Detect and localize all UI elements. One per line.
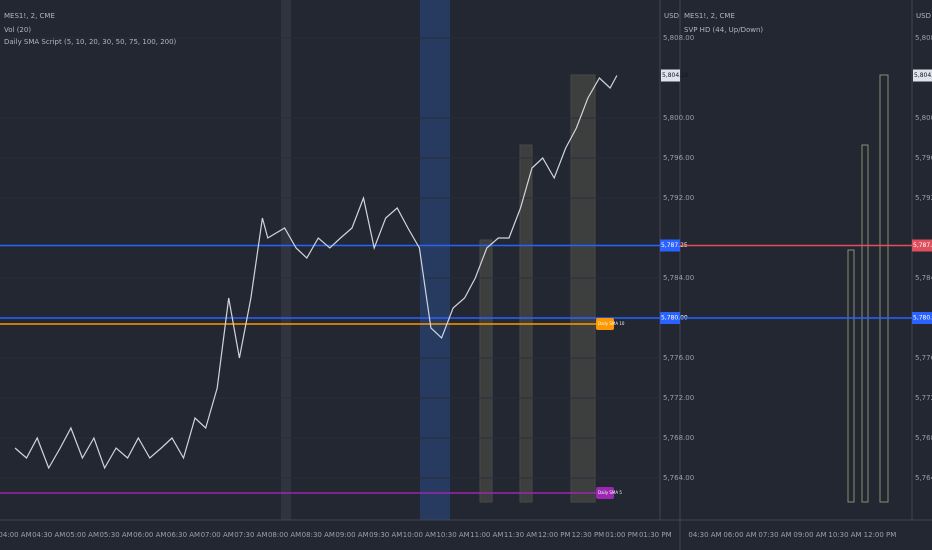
time-tick-label: 08:30 AM <box>302 531 335 539</box>
box <box>847 249 855 503</box>
level-label: 5,780.00 <box>661 315 688 322</box>
price-tick-label: 5,776.00 <box>663 354 694 362</box>
symbol: MES1!, 2, CME <box>684 12 735 20</box>
time-tick-label: 12:30 PM <box>572 531 605 539</box>
level-label: 5,787.25 <box>661 242 688 249</box>
last-price-label: 5,804.25 <box>662 72 689 79</box>
price-tick-label: 5,772.00 <box>915 394 932 402</box>
price-tick-label: 5,772.00 <box>663 394 694 402</box>
time-tick-label: 01:30 PM <box>639 531 672 539</box>
price-tick-label: 5,784.00 <box>663 274 694 282</box>
price-tick-label: 5,796.00 <box>663 154 694 162</box>
level-label: 5,787.25 <box>913 242 932 249</box>
box <box>570 74 596 503</box>
indicator: Vol (20) <box>4 26 31 34</box>
sma-badge <box>596 318 614 330</box>
time-tick-label: 06:30 AM <box>167 531 200 539</box>
time-tick-label: 05:00 AM <box>66 531 99 539</box>
time-tick-label: 08:00 AM <box>268 531 301 539</box>
currency: USD <box>664 12 679 20</box>
price-tick-label: 5,764.00 <box>915 474 932 482</box>
box <box>879 74 889 503</box>
box <box>479 239 493 503</box>
indicator: SVP HD (44, Up/Down) <box>684 26 763 34</box>
time-tick-label: 09:30 AM <box>369 531 402 539</box>
time-tick-label: 07:30 AM <box>758 531 791 539</box>
price-tick-label: 5,796.00 <box>915 154 932 162</box>
session-band <box>281 0 291 520</box>
price-tick-label: 5,808.00 <box>663 34 694 42</box>
time-tick-label: 10:00 AM <box>403 531 436 539</box>
time-tick-label: 10:30 AM <box>828 531 861 539</box>
time-tick-label: 10:30 AM <box>436 531 469 539</box>
price-tick-label: 5,768.00 <box>915 434 932 442</box>
time-tick-label: 04:30 AM <box>32 531 65 539</box>
last-price-badge <box>661 69 680 82</box>
time-tick-label: 04:00 AM <box>0 531 32 539</box>
time-tick-label: 12:00 PM <box>864 531 897 539</box>
last-price-label: 5,804.25 <box>914 72 932 79</box>
time-tick-label: 06:00 AM <box>133 531 166 539</box>
level-badge <box>660 239 680 252</box>
time-tick-label: 06:00 AM <box>723 531 756 539</box>
price-tick-label: 5,768.00 <box>663 434 694 442</box>
price-line <box>14 75 618 470</box>
level-badge <box>660 312 680 324</box>
price-tick-label: 5,800.00 <box>915 114 932 122</box>
indicator: Daily SMA Script (5, 10, 20, 30, 50, 75,… <box>4 38 177 46</box>
price-tick-label: 5,764.00 <box>663 474 694 482</box>
time-tick-label: 12:00 PM <box>538 531 571 539</box>
level-label: 5,780.00 <box>913 315 932 322</box>
price-tick-label: 5,800.00 <box>663 114 694 122</box>
time-tick-label: 05:30 AM <box>99 531 132 539</box>
time-tick-label: 11:00 AM <box>470 531 503 539</box>
price-tick-label: 5,792.00 <box>663 194 694 202</box>
session-band <box>420 0 450 520</box>
time-tick-label: 09:00 AM <box>793 531 826 539</box>
time-tick-label: 11:30 AM <box>504 531 537 539</box>
time-tick-label: 09:00 AM <box>335 531 368 539</box>
sma-label: Daily SMA 5 <box>598 490 622 495</box>
box <box>861 144 869 503</box>
sma-label: Daily SMA 10 <box>598 321 625 326</box>
time-tick-label: 01:00 PM <box>605 531 638 539</box>
symbol: MES1!, 2, CME <box>4 12 55 20</box>
last-price-badge <box>913 69 932 82</box>
price-tick-label: 5,784.00 <box>915 274 932 282</box>
level-badge <box>912 312 932 324</box>
currency: USD <box>916 12 931 20</box>
price-tick-label: 5,808.00 <box>915 34 932 42</box>
price-tick-label: 5,776.00 <box>915 354 932 362</box>
price-tick-label: 5,792.00 <box>915 194 932 202</box>
sma-badge <box>596 487 614 499</box>
level-badge <box>912 239 932 252</box>
time-tick-label: 04:30 AM <box>688 531 721 539</box>
time-tick-label: 07:00 AM <box>201 531 234 539</box>
time-tick-label: 07:30 AM <box>234 531 267 539</box>
